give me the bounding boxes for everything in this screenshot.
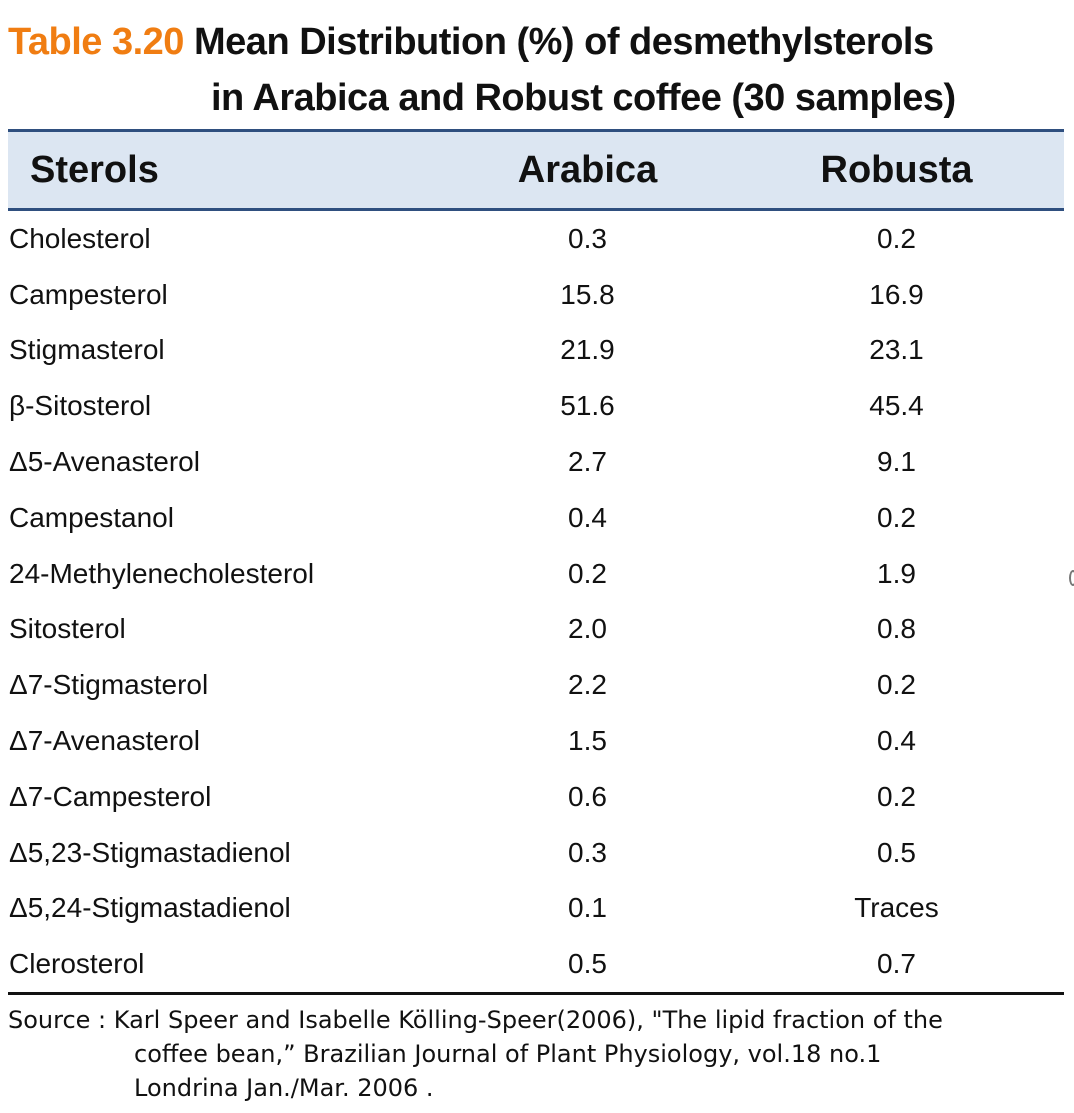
table-row: Δ5-Avenasterol 2.7 9.1 [8,434,1064,490]
cell-arabica: 0.2 [568,557,607,589]
table-row: Campestanol 0.4 0.2 [8,490,1064,546]
cell-arabica: 0.3 [568,222,607,254]
cell-arabica: 51.6 [560,390,615,422]
cell-robusta: 0.2 [877,222,916,254]
source-line-3: Londrina Jan./Mar. 2006 . [134,1074,434,1102]
cell-sterol: 24-Methylenecholesterol [9,557,315,589]
cell-robusta: 0.2 [877,669,916,701]
sterols-table: Sterols Arabica Robusta Cholesterol 0.3 0.… [8,129,1064,996]
table-row: Δ5,24-Stigmastadienol 0.1 Traces [8,881,1064,937]
cell-sterol: Stigmasterol [9,334,165,366]
cell-arabica: 0.6 [568,780,607,812]
cell-robusta: Traces [854,892,939,924]
cell-robusta: 0.4 [877,725,916,757]
cell-arabica: 0.4 [568,501,607,533]
cell-arabica: 1.5 [568,725,607,757]
table-caption: Table 3.20 Mean Distribution (%) of desm… [8,14,1068,126]
table-body: Cholesterol 0.3 0.2 Campesterol 15.8 16.9 Stig… [8,210,1064,996]
column-header-robusta: Robusta [729,129,1064,211]
edge-decoration [1069,570,1074,586]
table-row: β-Sitosterol 51.6 45.4 [8,378,1064,434]
cell-sterol: Δ7-Campesterol [9,780,212,812]
table-row: Δ5,23-Stigmastadienol 0.3 0.5 [8,825,1064,881]
table-row: Campesterol 15.8 16.9 [8,267,1064,323]
cell-robusta: 16.9 [869,278,924,310]
source-line-2: coffee bean,” Brazilian Journal of Plant… [134,1040,882,1068]
source-line-1: Source : Karl Speer and Isabelle Kölling… [8,1006,943,1034]
cell-arabica: 2.7 [568,446,607,478]
table-row: Sitosterol 2.0 0.8 [8,602,1064,658]
cell-sterol: Cholesterol [9,222,151,254]
cell-sterol: Δ7-Stigmasterol [9,669,209,701]
cell-robusta: 45.4 [869,390,924,422]
cell-sterol: Clerosterol [8,936,446,996]
cell-robusta: 0.8 [877,613,916,645]
cell-robusta: 0.2 [877,501,916,533]
cell-sterol: Campesterol [9,278,168,310]
cell-sterol: Δ5,24-Stigmastadienol [9,892,291,924]
caption-line-2: in Arabica and Robust coffee (30 samples… [8,70,1068,126]
cell-robusta: 1.9 [877,557,916,589]
cell-arabica: 0.5 [446,936,729,996]
cell-sterol: Δ5-Avenasterol [9,446,200,478]
table-number: Table 3.20 [8,21,184,63]
table-header-row: Sterols Arabica Robusta [8,129,1064,211]
cell-arabica: 21.9 [560,334,615,366]
cell-arabica: 0.1 [568,892,607,924]
cell-robusta: 0.5 [877,836,916,868]
cell-robusta: 0.7 [729,936,1064,996]
table-row: Δ7-Campesterol 0.6 0.2 [8,769,1064,825]
caption-line-1: Table 3.20 Mean Distribution (%) of desm… [8,14,1068,70]
cell-sterol: Sitosterol [9,613,126,645]
column-header-arabica: Arabica [446,129,729,211]
sterols-table-container: Sterols Arabica Robusta Cholesterol 0.3 0.… [8,129,1064,996]
table-row: Δ7-Avenasterol 1.5 0.4 [8,713,1064,769]
cell-arabica: 2.0 [568,613,607,645]
cell-arabica: 0.3 [568,836,607,868]
cell-robusta: 9.1 [877,446,916,478]
table-row: Clerosterol 0.5 0.7 [8,936,1064,996]
cell-sterol: Campestanol [9,501,174,533]
caption-text-line-2: in Arabica and Robust coffee (30 samples… [211,77,956,119]
column-header-sterols: Sterols [8,129,446,211]
table-row: Δ7-Stigmasterol 2.2 0.2 [8,657,1064,713]
cell-sterol: Δ7-Avenasterol [9,725,200,757]
caption-text-line-1: Mean Distribution (%) of desmethylsterol… [194,21,934,63]
cell-robusta: 23.1 [869,334,924,366]
cell-arabica: 2.2 [568,669,607,701]
cell-arabica: 15.8 [560,278,615,310]
cell-robusta: 0.2 [877,780,916,812]
source-citation: Source : Karl Speer and Isabelle Kölling… [8,1003,1068,1105]
cell-sterol: β-Sitosterol [9,390,152,422]
cell-sterol: Δ5,23-Stigmastadienol [9,836,291,868]
table-row: 24-Methylenecholesterol 0.2 1.9 [8,546,1064,602]
table-row: Stigmasterol 21.9 23.1 [8,323,1064,379]
table-row: Cholesterol 0.3 0.2 [8,210,1064,267]
